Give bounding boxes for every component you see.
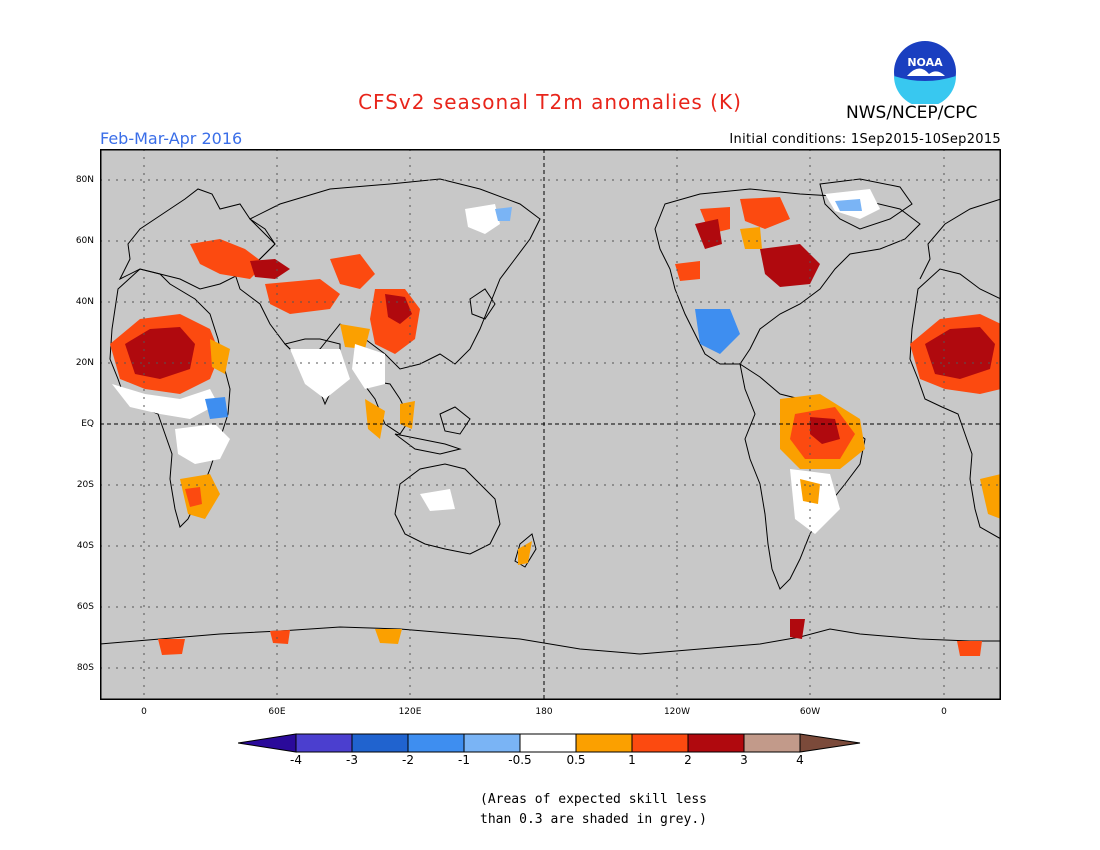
lat-label: 40N: [75, 297, 94, 307]
lat-label: 40S: [76, 541, 94, 551]
colorbar: [238, 733, 861, 753]
colorbar-swatch: [463, 733, 521, 753]
lat-label: 80S: [76, 663, 94, 673]
colorbar-label: 3: [740, 753, 748, 767]
colorbar-swatch: [687, 733, 745, 753]
skill-note-line1: (Areas of expected skill less: [480, 792, 707, 807]
initial-conditions-label: Initial conditions: 1Sep2015-10Sep2015: [729, 132, 1001, 147]
colorbar-label: 1: [628, 753, 636, 767]
map-title: CFSv2 seasonal T2m anomalies (K): [358, 90, 742, 114]
colorbar-label: -3: [346, 753, 358, 767]
lon-label: 120W: [663, 707, 691, 717]
lon-label: 120E: [398, 707, 422, 717]
lon-label: 0: [141, 707, 147, 717]
colorbar-swatch: [631, 733, 689, 753]
skill-note-line2: than 0.3 are shaded in grey.): [480, 812, 707, 827]
colorbar-swatch: [238, 733, 297, 753]
equator-dateline: [100, 149, 1001, 700]
colorbar-label: 4: [796, 753, 804, 767]
colorbar-swatch: [575, 733, 633, 753]
colorbar-label: 2: [684, 753, 692, 767]
agency-label: NWS/NCEP/CPC: [846, 103, 978, 123]
colorbar-label: 0.5: [566, 753, 586, 767]
period-label: Feb-Mar-Apr 2016: [100, 129, 243, 148]
anomaly-map: [100, 149, 1001, 700]
lat-label: 20S: [76, 480, 94, 490]
lat-label: 80N: [75, 175, 94, 185]
logo-text: NOAA: [907, 56, 943, 69]
lon-label: 60E: [268, 707, 286, 717]
colorbar-label: -1: [458, 753, 470, 767]
colorbar-label: -0.5: [508, 753, 532, 767]
lat-label: EQ: [81, 419, 94, 429]
colorbar-swatch: [799, 733, 861, 753]
lat-label: 20N: [75, 358, 94, 368]
colorbar-label: -2: [402, 753, 414, 767]
colorbar-swatch: [519, 733, 577, 753]
lat-label: 60S: [76, 602, 94, 612]
colorbar-swatch: [351, 733, 409, 753]
colorbar-swatch: [295, 733, 353, 753]
lat-label: 60N: [75, 236, 94, 246]
lon-label: 180: [535, 707, 553, 717]
noaa-logo: NOAA: [894, 41, 956, 104]
lon-label: 60W: [799, 707, 821, 717]
lon-label: 0: [941, 707, 947, 717]
anomaly-shading: [110, 189, 1001, 656]
colorbar-swatch: [743, 733, 801, 753]
colorbar-swatch: [407, 733, 465, 753]
colorbar-label: -4: [290, 753, 302, 767]
